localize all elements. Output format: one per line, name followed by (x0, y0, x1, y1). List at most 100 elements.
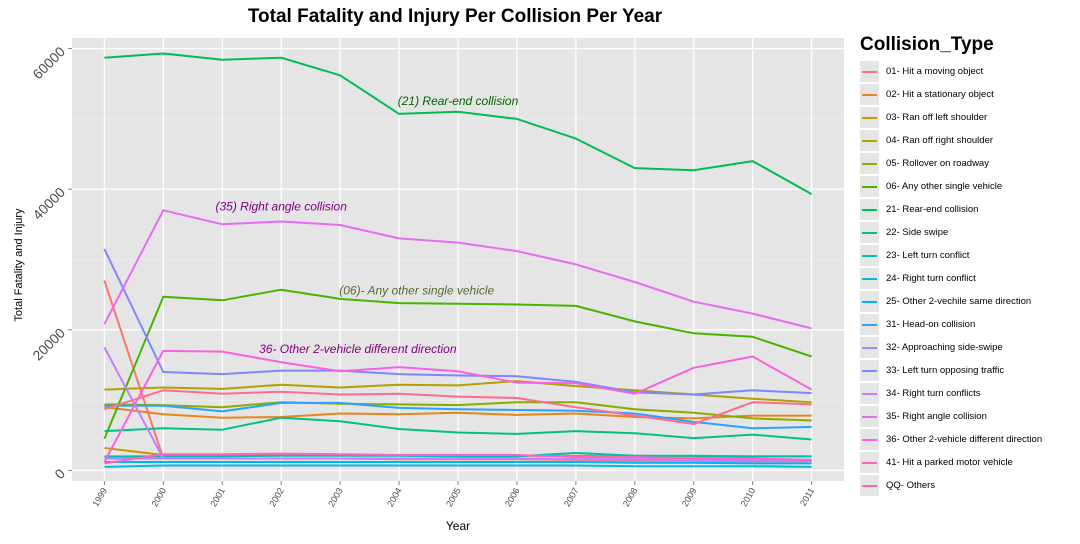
series-lines (103, 52, 813, 468)
y-tick-label: 60000 (29, 43, 68, 82)
x-tick-label: 2000 (149, 486, 168, 508)
legend-swatch (862, 324, 877, 326)
legend-label: 06- Any other single vehicle (886, 181, 1003, 192)
legend-item: 36- Other 2-vehicle different direction (860, 428, 1075, 451)
annotation-label: (06)- Any other single vehicle (339, 284, 494, 298)
legend-swatch (862, 416, 877, 418)
series-line-5 (103, 288, 812, 440)
legend-label: 34- Right turn conflicts (886, 388, 981, 399)
legend-label: 22- Side swipe (886, 227, 949, 238)
series-line-6 (104, 52, 813, 195)
x-tick-label: 2003 (326, 486, 345, 508)
x-axis-title: Year (446, 519, 470, 533)
legend-label: 36- Other 2-vehicle different direction (886, 434, 1043, 445)
legend-item: 22- Side swipe (860, 221, 1075, 244)
x-tick-label: 2006 (503, 486, 522, 508)
series-line-10 (104, 461, 812, 465)
series-line-15 (103, 209, 812, 330)
legend-key (860, 337, 879, 358)
legend-label: 04- Ran off right shoulder (886, 135, 994, 146)
legend-label: 05- Rollover on roadway (886, 158, 989, 169)
legend-swatch (862, 278, 877, 280)
series-line-11 (104, 401, 812, 430)
series-line-8 (104, 451, 812, 458)
series-line-13 (103, 248, 812, 396)
x-tick-label: 2010 (739, 486, 758, 508)
legend-swatch (862, 370, 877, 372)
legend-key (860, 360, 879, 381)
legend-item: 33- Left turn opposing traffic (860, 359, 1075, 382)
x-tick-label: 2009 (680, 486, 699, 508)
y-tick-label: 0 (51, 465, 68, 482)
annotation-label: 36- Other 2-vehicle different direction (259, 342, 457, 356)
x-tick-label: 2002 (267, 486, 286, 508)
x-tick-label: 2005 (444, 486, 463, 508)
legend: Collision_Type 01- Hit a moving object 02… (860, 34, 1075, 497)
legend-item: 02- Hit a stationary object (860, 83, 1075, 106)
legend-swatch (862, 439, 877, 441)
legend-swatch (862, 94, 877, 96)
series-line-7 (104, 416, 812, 441)
legend-label: 25- Other 2-vechile same direction (886, 296, 1032, 307)
legend-key (860, 222, 879, 243)
legend-label: 02- Hit a stationary object (886, 89, 994, 100)
legend-item: 24- Right turn conflict (860, 267, 1075, 290)
x-tick-label: 2011 (798, 486, 816, 508)
series-line-14 (103, 346, 812, 462)
legend-item: 32- Approaching side-swipe (860, 336, 1075, 359)
legend-item: 31- Head-on collision (860, 313, 1075, 336)
legend-swatch (862, 140, 877, 142)
legend-key (860, 130, 879, 151)
legend-swatch (862, 393, 877, 395)
legend-item: 06- Any other single vehicle (860, 175, 1075, 198)
legend-label: 32- Approaching side-swipe (886, 342, 1003, 353)
legend-key (860, 199, 879, 220)
legend-label: 23- Left turn conflict (886, 250, 970, 261)
legend-item: 21- Rear-end collision (860, 198, 1075, 221)
legend-swatch (862, 255, 877, 257)
legend-swatch (862, 347, 877, 349)
legend-key (860, 153, 879, 174)
legend-key (860, 107, 879, 128)
series-line-9 (104, 464, 812, 468)
legend-swatch (862, 301, 877, 303)
legend-key (860, 268, 879, 289)
legend-key (860, 84, 879, 105)
x-tick-label: 1999 (90, 486, 109, 508)
legend-item: QQ- Others (860, 474, 1075, 497)
legend-item: 41- Hit a parked motor vehicle (860, 451, 1075, 474)
series-line-18 (104, 389, 812, 425)
x-tick-label: 2007 (562, 486, 581, 508)
legend-swatch (862, 232, 877, 234)
x-tick-label: 2004 (385, 486, 404, 508)
legend-key (860, 429, 879, 450)
series-line-4 (104, 401, 812, 422)
legend-items: 01- Hit a moving object 02- Hit a station… (860, 60, 1075, 497)
legend-label: 01- Hit a moving object (886, 66, 984, 77)
legend-swatch (862, 117, 877, 119)
x-tick-label: 2001 (208, 486, 227, 508)
legend-swatch (862, 462, 877, 464)
legend-key (860, 383, 879, 404)
legend-item: 23- Left turn conflict (860, 244, 1075, 267)
y-axis-title: Total Fatality and Injury (13, 208, 25, 322)
legend-key (860, 291, 879, 312)
series-line-17 (104, 452, 812, 465)
annotation-label: (21) Rear-end collision (398, 94, 519, 108)
legend-item: 03- Ran off left shoulder (860, 106, 1075, 129)
legend-key (860, 245, 879, 266)
legend-item: 35- Right angle collision (860, 405, 1075, 428)
legend-swatch (862, 485, 877, 487)
legend-key (860, 176, 879, 197)
legend-label: QQ- Others (886, 480, 936, 491)
legend-swatch (862, 71, 877, 73)
legend-key (860, 61, 879, 82)
legend-label: 33- Left turn opposing traffic (886, 365, 1005, 376)
legend-item: 25- Other 2-vechile same direction (860, 290, 1075, 313)
chart-title: Total Fatality and Injury Per Collision … (247, 6, 663, 27)
x-tick-label: 2008 (621, 486, 640, 508)
legend-swatch (862, 186, 877, 188)
legend-label: 31- Head-on collision (886, 319, 976, 330)
legend-label: 24- Right turn conflict (886, 273, 976, 284)
